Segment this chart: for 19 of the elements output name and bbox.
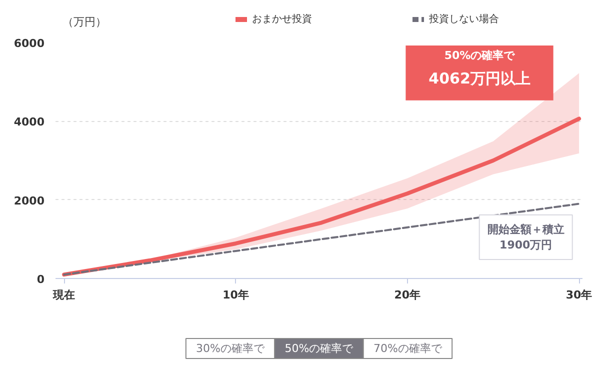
line-series	[63, 202, 580, 276]
x-tick-label: 20年	[394, 288, 421, 302]
legend-label: 投資しない場合	[429, 12, 499, 26]
text: 50%の確率で	[284, 342, 354, 355]
x-tick-label: 10年	[222, 288, 249, 302]
line-series	[62, 116, 582, 277]
y-axis-title: （万円）	[62, 16, 107, 28]
x-tick-label: 30年	[566, 288, 592, 302]
y-tick-label: 4000	[14, 116, 45, 129]
y-tick-label: 6000	[14, 37, 45, 50]
x-tick-label: 現在	[52, 288, 76, 302]
annotation: 50%の確率で	[444, 49, 516, 62]
annotation: 4062万円以上	[428, 70, 530, 88]
y-tick-label: 2000	[14, 194, 45, 208]
legend-label: おまかせ投資	[252, 12, 312, 26]
text: 70%の確率で	[373, 342, 443, 355]
y-tick-label: 0	[36, 273, 45, 286]
text: 30%の確率で	[196, 342, 266, 355]
annotation: 開始金額＋積立 1900万円	[487, 222, 564, 252]
